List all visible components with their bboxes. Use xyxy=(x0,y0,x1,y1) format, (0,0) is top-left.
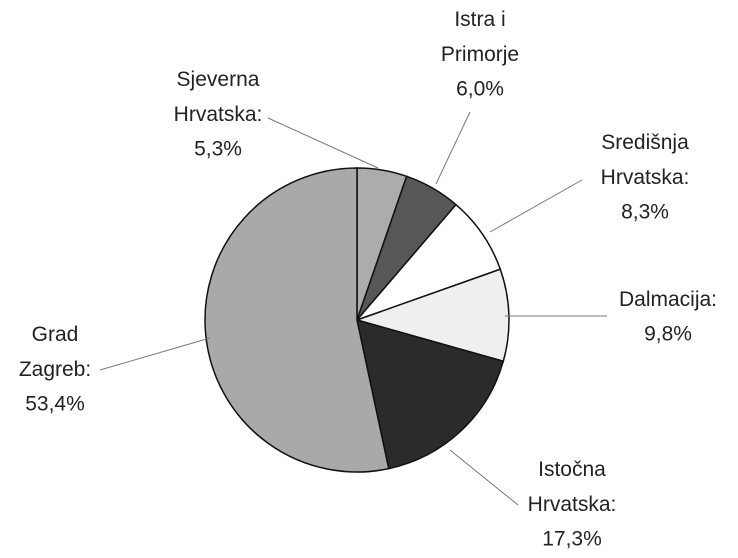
leader-line xyxy=(449,449,519,506)
slice-label: Grad Zagreb: xyxy=(19,323,91,381)
slice-label: Istočna Hrvatska: xyxy=(528,458,617,516)
value-label: 8,3% xyxy=(621,201,669,224)
slice-label: Središnja Hrvatska: xyxy=(601,131,690,189)
value-label: 53,4% xyxy=(25,393,85,416)
pie-slice xyxy=(356,318,505,470)
value-label: 6,0% xyxy=(456,78,504,101)
leader-line xyxy=(489,179,583,233)
leader-line xyxy=(267,117,379,169)
pie-slice xyxy=(354,268,510,363)
slice-label: Dalmacija: xyxy=(619,288,717,311)
value-label: 17,3% xyxy=(542,528,602,551)
pie-slice xyxy=(204,167,390,473)
value-label: 5,3% xyxy=(194,138,242,161)
value-label: 9,8% xyxy=(644,323,692,346)
leader-line xyxy=(435,111,471,185)
slice-label: Sjeverna Hrvatska: xyxy=(174,68,263,126)
slice-label: Istra i Primorje xyxy=(441,8,519,66)
leader-line xyxy=(99,337,211,371)
